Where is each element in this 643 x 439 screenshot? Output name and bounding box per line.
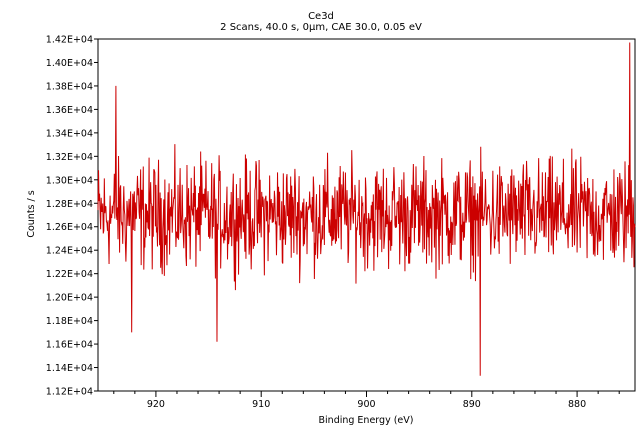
axis-ticks [94, 38, 620, 397]
x-tick-label: 910 [252, 399, 270, 410]
x-tick-label: 900 [357, 399, 375, 410]
y-tick-label: 1.22E+04 [46, 269, 93, 280]
y-tick-label: 1.38E+04 [46, 81, 93, 92]
y-axis-label: Counts / s [26, 190, 37, 237]
x-tick-label: 880 [568, 399, 586, 410]
y-tick-label: 1.28E+04 [46, 199, 93, 210]
y-tick-label: 1.42E+04 [46, 35, 93, 46]
y-tick-label: 1.34E+04 [46, 128, 93, 139]
y-tick-label: 1.18E+04 [46, 316, 93, 327]
y-tick-label: 1.12E+04 [46, 387, 93, 398]
y-tick-label: 1.30E+04 [46, 175, 93, 186]
tick-labels: 1.12E+04 1.14E+04 1.16E+04 1.18E+04 1.20E+04… [46, 35, 586, 411]
x-axis-label: Binding Energy (eV) [319, 415, 414, 426]
chart-title: Ce3d [308, 11, 334, 22]
y-tick-label: 1.36E+04 [46, 105, 93, 116]
y-tick-label: 1.32E+04 [46, 152, 93, 163]
spectrum-line [97, 42, 636, 376]
chart-subtitle: 2 Scans, 40.0 s, 0µm, CAE 30.0, 0.05 eV [220, 22, 422, 33]
y-tick-label: 1.40E+04 [46, 58, 93, 69]
y-tick-label: 1.24E+04 [46, 246, 93, 257]
y-tick-label: 1.20E+04 [46, 293, 93, 304]
y-tick-label: 1.14E+04 [46, 363, 93, 374]
y-tick-label: 1.16E+04 [46, 340, 93, 351]
x-tick-label: 920 [147, 399, 165, 410]
x-tick-label: 890 [463, 399, 481, 410]
y-tick-label: 1.26E+04 [46, 222, 93, 233]
